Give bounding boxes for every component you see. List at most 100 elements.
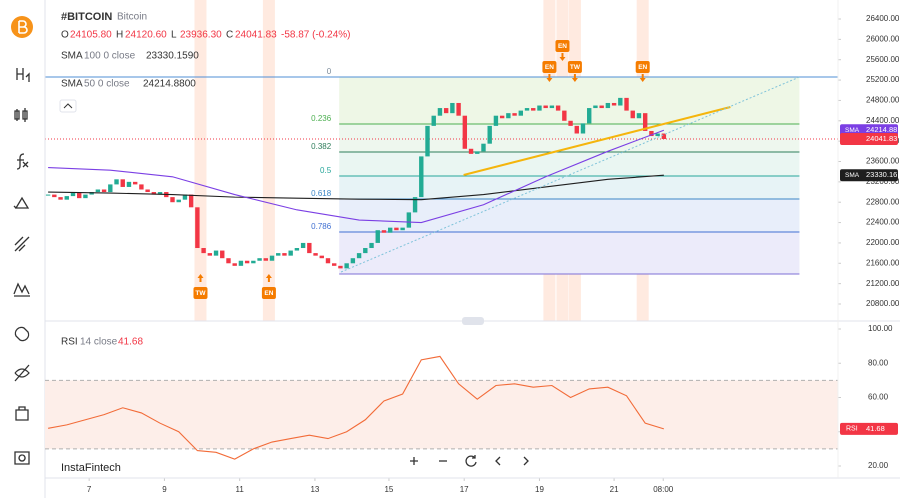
rsi-band [45,380,838,449]
rsi-tag-value: 41.68 [866,424,885,433]
candle [475,151,480,154]
candle [244,260,250,264]
candle [114,179,119,185]
x-tick-label: 13 [310,485,319,494]
fib-label: 0.236 [311,114,332,123]
candle [319,255,324,259]
delete-tool[interactable] [15,406,29,421]
candle [419,156,424,198]
candle [487,125,492,144]
candle [58,197,63,200]
ohlc-value: 24120.60 [125,30,167,41]
candle [207,253,213,256]
candle [636,113,642,119]
lines-tool[interactable] [14,236,30,252]
candle [195,207,200,249]
y-tick-label: 21600.00 [866,258,900,267]
trend-line [340,76,800,273]
symbol-icon-glyph [18,20,28,34]
candle [587,108,592,124]
candle [307,242,312,254]
event-label: EN [558,43,567,50]
event-badge [193,287,208,299]
candle [450,102,455,114]
x-tick-label: 11 [236,485,245,494]
scroll-right-button[interactable] [515,450,537,472]
candle [443,108,449,114]
indicator-value: 23330.1590 [146,51,199,62]
indicator-label: SMA [61,51,83,62]
candle [132,181,138,185]
reset-button-icon [465,455,477,467]
candle [139,184,144,190]
event-arrow [546,74,553,82]
candle [537,105,542,111]
x-tick-label: 21 [610,485,619,494]
price-tag-value: 23330.16 [866,170,897,179]
candle [251,260,256,264]
trend-line [463,106,731,176]
hide-tool[interactable] [14,364,30,382]
y-tick-label: 23600.00 [866,157,900,166]
rsi-title: RSI [61,337,78,348]
y-tick-label: 20800.00 [866,299,900,308]
magnet-tool[interactable] [14,326,30,342]
candle [126,181,132,187]
y-tick-label: 26400.00 [866,14,900,23]
patterns-tool[interactable] [13,282,30,297]
event-label: TW [570,64,581,71]
candle [562,110,567,121]
candle [599,105,604,109]
indicator-label: SMA [61,79,83,90]
y-tick-label: 80.00 [868,358,889,367]
rsi-tag-name: RSI [846,426,858,433]
candle [182,194,188,200]
candle [642,113,648,131]
event-label: TW [195,290,206,297]
candle [462,115,468,149]
candle [568,120,573,126]
candle [232,263,237,266]
chart-type-tool[interactable] [14,108,28,122]
y-tick-label: 24800.00 [866,96,900,105]
scroll-left-button[interactable] [487,450,509,472]
x-tick-label: 7 [87,485,92,494]
candle [425,125,430,157]
sma-line [48,174,664,201]
candle [213,250,219,256]
y-tick-label: 25200.00 [866,75,900,84]
candle [52,194,57,198]
candle [506,113,511,119]
panel-handle[interactable] [462,317,484,325]
candle [64,196,69,200]
drawing-tool[interactable] [13,196,30,209]
candle [437,108,443,116]
candle [456,102,461,116]
ohlc-key: O [61,30,69,41]
sma-line [48,129,665,224]
candle [325,258,331,264]
reset-button[interactable] [460,450,482,472]
candle [375,230,380,243]
candle [120,179,125,187]
candle [493,115,499,126]
toolbar [0,0,46,498]
candle [481,143,486,152]
ohlc-key: H [116,30,123,41]
y-tick-label: 22400.00 [866,218,900,227]
indicators-tool[interactable] [16,153,29,170]
candle [145,189,150,193]
candle [549,105,555,109]
y-tick-label: 22800.00 [866,197,900,206]
collapse-button[interactable] [59,99,77,113]
screenshot-tool[interactable] [14,451,30,465]
rsi-value: 41.68 [118,337,143,348]
candle [468,148,474,154]
candle [263,258,268,261]
candle [499,115,505,119]
candle [412,197,418,213]
candle [624,97,629,111]
fib-label: 0 [327,67,332,76]
candle [381,230,387,233]
timeframe-tool[interactable] [16,68,30,82]
